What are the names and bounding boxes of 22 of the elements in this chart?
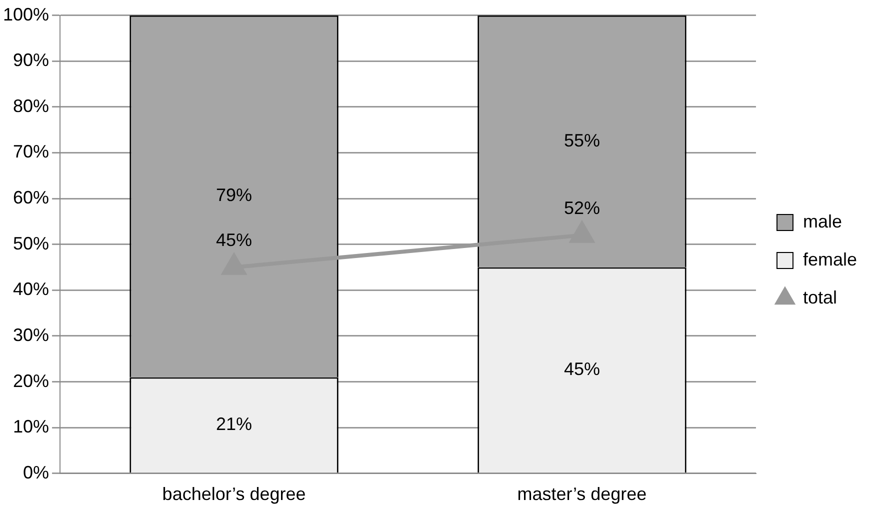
data-label: 45% [216, 230, 252, 250]
y-tick-label: 10% [13, 416, 50, 437]
y-tick-label: 20% [13, 370, 50, 391]
x-tick-label: bachelor’s degree [162, 484, 306, 504]
y-tick-label: 30% [13, 324, 50, 345]
legend-label: female [802, 249, 858, 270]
data-label: 45% [564, 358, 600, 379]
y-tick-label: 60% [13, 188, 50, 208]
data-label: 79% [216, 185, 252, 206]
data-label: 55% [564, 130, 600, 150]
y-tick-label: 0% [23, 462, 50, 482]
legend-label: male [802, 211, 842, 232]
y-tick-label: 50% [13, 233, 50, 254]
y-tick-label: 70% [13, 142, 50, 162]
y-tick-label: 40% [13, 279, 50, 300]
y-tick-label: 80% [13, 96, 50, 116]
data-label: 21% [216, 414, 252, 434]
x-tick-label: master’s degree [517, 484, 647, 504]
y-tick-label: 90% [13, 50, 50, 70]
legend-label: total [802, 287, 838, 308]
data-label: 52% [564, 198, 600, 218]
y-tick-label: 100% [2, 4, 50, 24]
